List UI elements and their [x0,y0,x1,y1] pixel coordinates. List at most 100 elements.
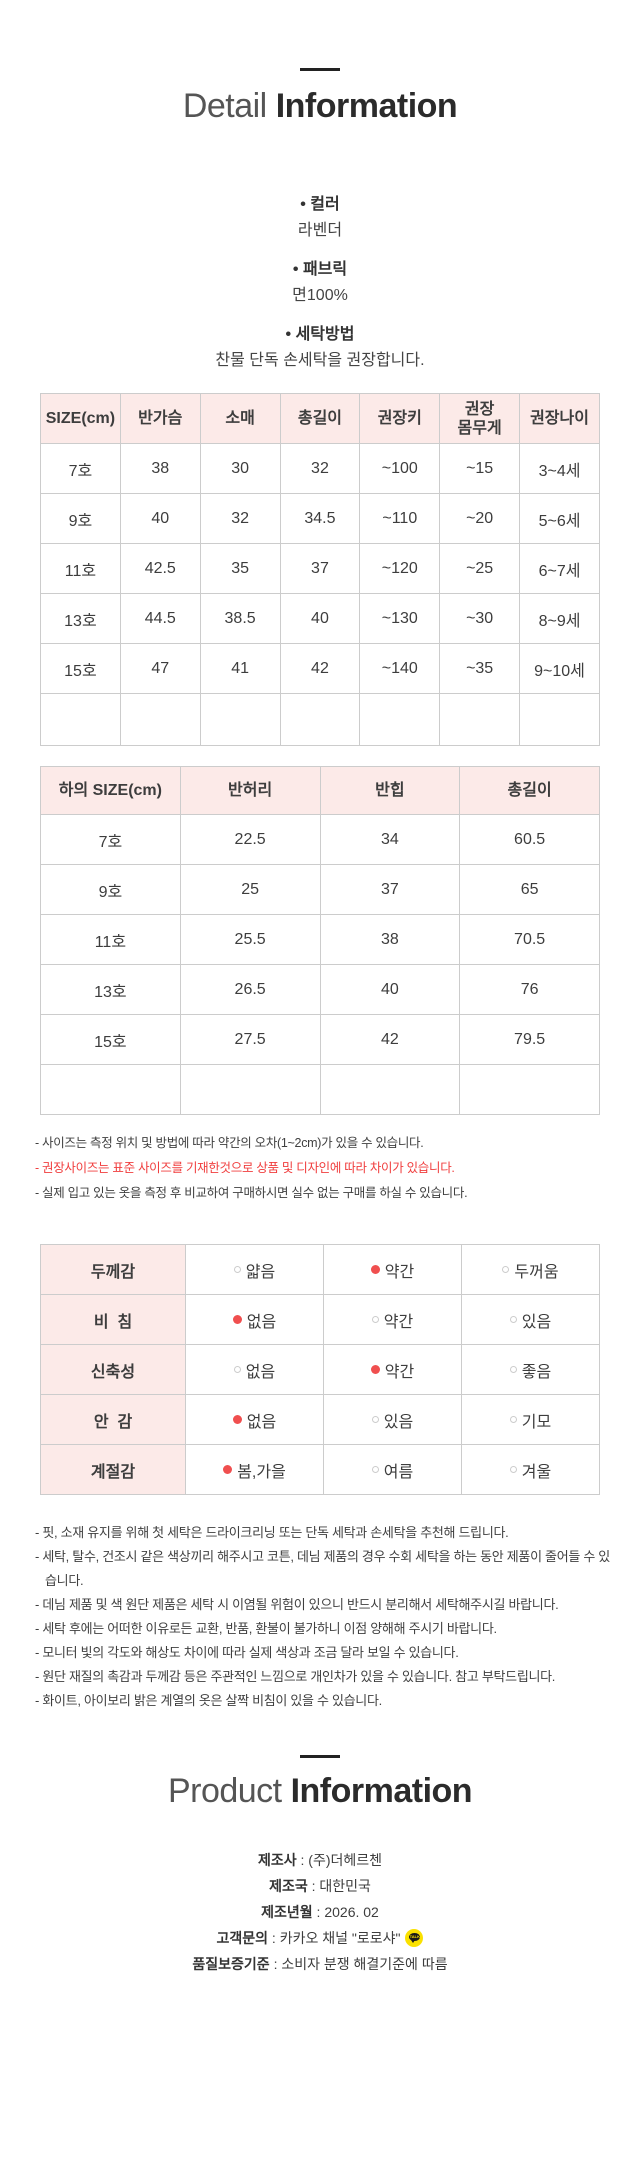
table-cell: 30 [199,443,281,494]
spec-list: • 컬러 라벤더 • 패브릭 면100% • 세탁방법 찬물 단독 손세탁을 권장합니다. [0,192,640,374]
product-info-value: 카카오 채널 "로로샤" [279,1930,401,1946]
attribute-option-cell: 좋음 [461,1344,600,1395]
table-cell: 40 [119,493,201,544]
attribute-option-label: 기모 [521,1413,552,1431]
attribute-option-label: 여름 [383,1463,414,1481]
attribute-option-label: 봄,가을 [237,1463,286,1481]
product-info-value: 2026. 02 [324,1904,379,1920]
care-note-line: - 세탁, 탈수, 건조시 같은 색상끼리 해주시고 코튼, 데님 제품의 경우… [35,1549,610,1588]
table-cell: ~35 [439,643,521,694]
attribute-option: 여름 [371,1458,414,1482]
table-header-cell: 권장 몸무게 [439,393,521,444]
kakao-bubble-text: TALK [409,1934,420,1940]
table-cell: 3~4세 [519,443,600,494]
attribute-option-cell: 얇음 [185,1244,324,1295]
bottom-size-row: 15호 27.5 42 79.5 [40,1014,600,1065]
top-size-row: 11호 42.5 35 37 ~120 ~25 6~7세 [40,543,600,594]
attribute-option-label: 겨울 [521,1463,552,1481]
table-cell: 9~10세 [519,643,600,694]
table-cell: 25 [179,864,321,915]
table-cell: 79.5 [459,1014,600,1065]
top-size-row: 15호 47 41 42 ~140 ~35 9~10세 [40,643,600,694]
attribute-option-label: 두꺼움 [514,1263,559,1281]
top-size-row: 9호 40 32 34.5 ~110 ~20 5~6세 [40,493,600,544]
table-cell: 11호 [40,543,121,594]
attribute-option: 없음 [232,1308,276,1332]
attribute-option-cell: 두꺼움 [461,1244,600,1295]
attribute-label-cell: 신축성 [40,1344,186,1395]
table-cell: 15호 [40,643,121,694]
care-note-line: - 데님 제품 및 색 원단 제품은 세탁 시 이염될 위험이 있으니 반드시 … [35,1597,559,1612]
spec-value: 라벤더 [297,222,343,239]
attribute-option: 약간 [370,1258,414,1282]
table-cell: 60.5 [459,814,600,865]
table-cell: 40 [279,593,361,644]
table-header-cell: 권장키 [359,393,441,444]
attribute-option: 겨울 [509,1458,552,1482]
table-cell: 22.5 [179,814,321,865]
product-information-title: Product Information [0,1772,640,1811]
detail-title-bold: Information [275,87,458,125]
product-info-line: 제조년월 : 2026. 02 [261,1904,379,1920]
table-cell: 7호 [40,814,181,865]
attribute-option-cell: 기모 [461,1394,600,1445]
attribute-option-label: 약간 [384,1363,415,1381]
kakao-bubble: TALK [408,1933,421,1942]
top-size-row: 7호 38 30 32 ~100 ~15 3~4세 [40,443,600,494]
table-cell: ~15 [439,443,521,494]
table-header-cell: 총길이 [459,766,600,815]
attribute-option-cell: 약간 [323,1244,462,1295]
bottom-size-table: 하의 SIZE(cm) 반허리 반힙 총길이 7호 22.5 34 60.5 9호 25 37 65 1… [40,766,600,1115]
care-note-line: - 세탁 후에는 어떠한 이유로든 교환, 반품, 환불이 불가하니 이점 양해… [35,1621,497,1636]
table-cell: 41 [199,643,281,694]
table-cell [40,693,121,746]
unselected-radio-icon [502,1266,510,1273]
product-info-line: 제조국 : 대한민국 [269,1878,371,1894]
attribute-row: 신축성 없음 약간 좋음 [40,1344,600,1395]
attribute-option-cell: 있음 [323,1394,462,1445]
spec-label: • 세탁방법 [285,326,355,343]
selected-radio-icon [232,1415,242,1424]
attribute-option-cell: 없음 [185,1344,324,1395]
table-cell [199,693,281,746]
size-note-line: - 권장사이즈는 표준 사이즈를 기재한것으로 상품 및 디자인에 따라 차이가… [35,1161,455,1175]
detail-title-light: Detail [182,87,267,125]
table-cell: 11호 [40,914,181,965]
table-cell: 15호 [40,1014,181,1065]
table-header-cell: 하의 SIZE(cm) [40,766,181,815]
spec-item: • 패브릭 면100% [0,257,640,309]
product-info-line: 제조사 : (주)더헤르첸 [257,1852,383,1868]
table-header-cell: 총길이 [279,393,361,444]
product-info-list: 제조사 : (주)더헤르첸 제조국 : 대한민국 제조년월 : 2026. 02 고객… [0,1847,640,1977]
spec-item: • 컬러 라벤더 [0,192,640,244]
table-header-cell: 반허리 [179,766,321,815]
table-cell: ~140 [359,643,441,694]
attribute-row: 계절감 봄,가을 여름 겨울 [40,1444,600,1495]
table-cell: 40 [319,964,461,1015]
table-cell: 37 [319,864,461,915]
table-cell: ~130 [359,593,441,644]
table-empty-row [40,1064,600,1115]
table-cell: 42 [279,643,361,694]
attribute-row: 비 침 없음 약간 있음 [40,1294,600,1345]
spec-value: 면100% [292,287,348,304]
unselected-radio-icon [233,1366,241,1373]
table-cell [179,1064,321,1115]
table-header-cell: 권장나이 [519,393,600,444]
table-cell: 13호 [40,964,181,1015]
table-empty-row [40,693,600,746]
table-cell: 34 [319,814,461,865]
table-cell: 34.5 [279,493,361,544]
product-info-label: 제조년월 [261,1904,313,1920]
table-cell: 76 [459,964,600,1015]
attribute-option: 얇음 [233,1258,275,1282]
bottom-size-row: 7호 22.5 34 60.5 [40,814,600,865]
table-cell: ~110 [359,493,441,544]
table-cell: 8~9세 [519,593,600,644]
product-info-line: 품질보증기준 : 소비자 분쟁 해결기준에 따름 [192,1956,448,1972]
table-cell: 35 [199,543,281,594]
attribute-label-cell: 비 침 [40,1294,186,1345]
attribute-option: 없음 [233,1358,275,1382]
table-header-cell: 반힙 [319,766,461,815]
attribute-option-cell: 봄,가을 [185,1444,324,1495]
